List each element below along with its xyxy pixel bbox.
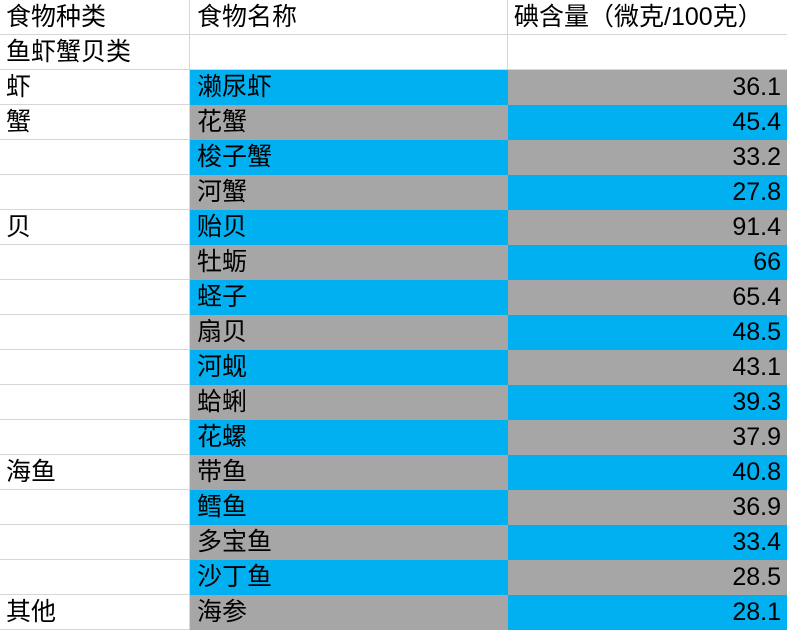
cell-food-name[interactable]: 蛏子 xyxy=(190,280,508,315)
cell-empty[interactable] xyxy=(190,35,508,70)
cell-food-name[interactable]: 河蟹 xyxy=(190,175,508,210)
cell-category[interactable] xyxy=(0,280,190,315)
cell-iodine-value[interactable]: 37.9 xyxy=(508,420,787,455)
cell-iodine-value[interactable]: 65.4 xyxy=(508,280,787,315)
cell-category[interactable]: 贝 xyxy=(0,210,190,245)
cell-category[interactable]: 海鱼 xyxy=(0,455,190,490)
cell-iodine-value[interactable]: 43.1 xyxy=(508,350,787,385)
cell-iodine-value[interactable]: 48.5 xyxy=(508,315,787,350)
cell-food-name[interactable]: 河蚬 xyxy=(190,350,508,385)
cell-iodine-value[interactable]: 27.8 xyxy=(508,175,787,210)
cell-iodine-value[interactable]: 36.9 xyxy=(508,490,787,525)
cell-empty[interactable] xyxy=(508,35,787,70)
cell-food-name[interactable]: 贻贝 xyxy=(190,210,508,245)
cell-food-name[interactable]: 扇贝 xyxy=(190,315,508,350)
cell-food-name[interactable]: 鳕鱼 xyxy=(190,490,508,525)
cell-category[interactable] xyxy=(0,560,190,595)
cell-iodine-value[interactable]: 39.3 xyxy=(508,385,787,420)
cell-category[interactable]: 蟹 xyxy=(0,105,190,140)
cell-category[interactable] xyxy=(0,140,190,175)
cell-food-name[interactable]: 牡蛎 xyxy=(190,245,508,280)
cell-food-name[interactable]: 沙丁鱼 xyxy=(190,560,508,595)
cell-food-name[interactable]: 带鱼 xyxy=(190,455,508,490)
cell-iodine-value[interactable]: 28.1 xyxy=(508,595,787,630)
cell-iodine-value[interactable]: 36.1 xyxy=(508,70,787,105)
cell-category[interactable] xyxy=(0,420,190,455)
cell-category[interactable] xyxy=(0,350,190,385)
cell-food-name[interactable]: 梭子蟹 xyxy=(190,140,508,175)
col-header-food-category[interactable]: 食物种类 xyxy=(0,0,190,35)
cell-iodine-value[interactable]: 66 xyxy=(508,245,787,280)
col-header-iodine-content[interactable]: 碘含量（微克/100克） xyxy=(508,0,787,35)
cell-food-name[interactable]: 蛤蜊 xyxy=(190,385,508,420)
cell-iodine-value[interactable]: 28.5 xyxy=(508,560,787,595)
cell-category[interactable]: 虾 xyxy=(0,70,190,105)
cell-iodine-value[interactable]: 91.4 xyxy=(508,210,787,245)
cell-category[interactable] xyxy=(0,385,190,420)
cell-food-name[interactable]: 花蟹 xyxy=(190,105,508,140)
cell-category[interactable] xyxy=(0,175,190,210)
cell-category[interactable] xyxy=(0,525,190,560)
cell-iodine-value[interactable]: 45.4 xyxy=(508,105,787,140)
col-header-food-name[interactable]: 食物名称 xyxy=(190,0,508,35)
cell-food-name[interactable]: 海参 xyxy=(190,595,508,630)
cell-iodine-value[interactable]: 33.4 xyxy=(508,525,787,560)
cell-category[interactable]: 其他 xyxy=(0,595,190,630)
cell-iodine-value[interactable]: 40.8 xyxy=(508,455,787,490)
cell-food-name[interactable]: 濑尿虾 xyxy=(190,70,508,105)
cell-group-label[interactable]: 鱼虾蟹贝类 xyxy=(0,35,190,70)
cell-category[interactable] xyxy=(0,490,190,525)
cell-category[interactable] xyxy=(0,315,190,350)
cell-iodine-value[interactable]: 33.2 xyxy=(508,140,787,175)
cell-food-name[interactable]: 多宝鱼 xyxy=(190,525,508,560)
cell-category[interactable] xyxy=(0,245,190,280)
cell-food-name[interactable]: 花螺 xyxy=(190,420,508,455)
